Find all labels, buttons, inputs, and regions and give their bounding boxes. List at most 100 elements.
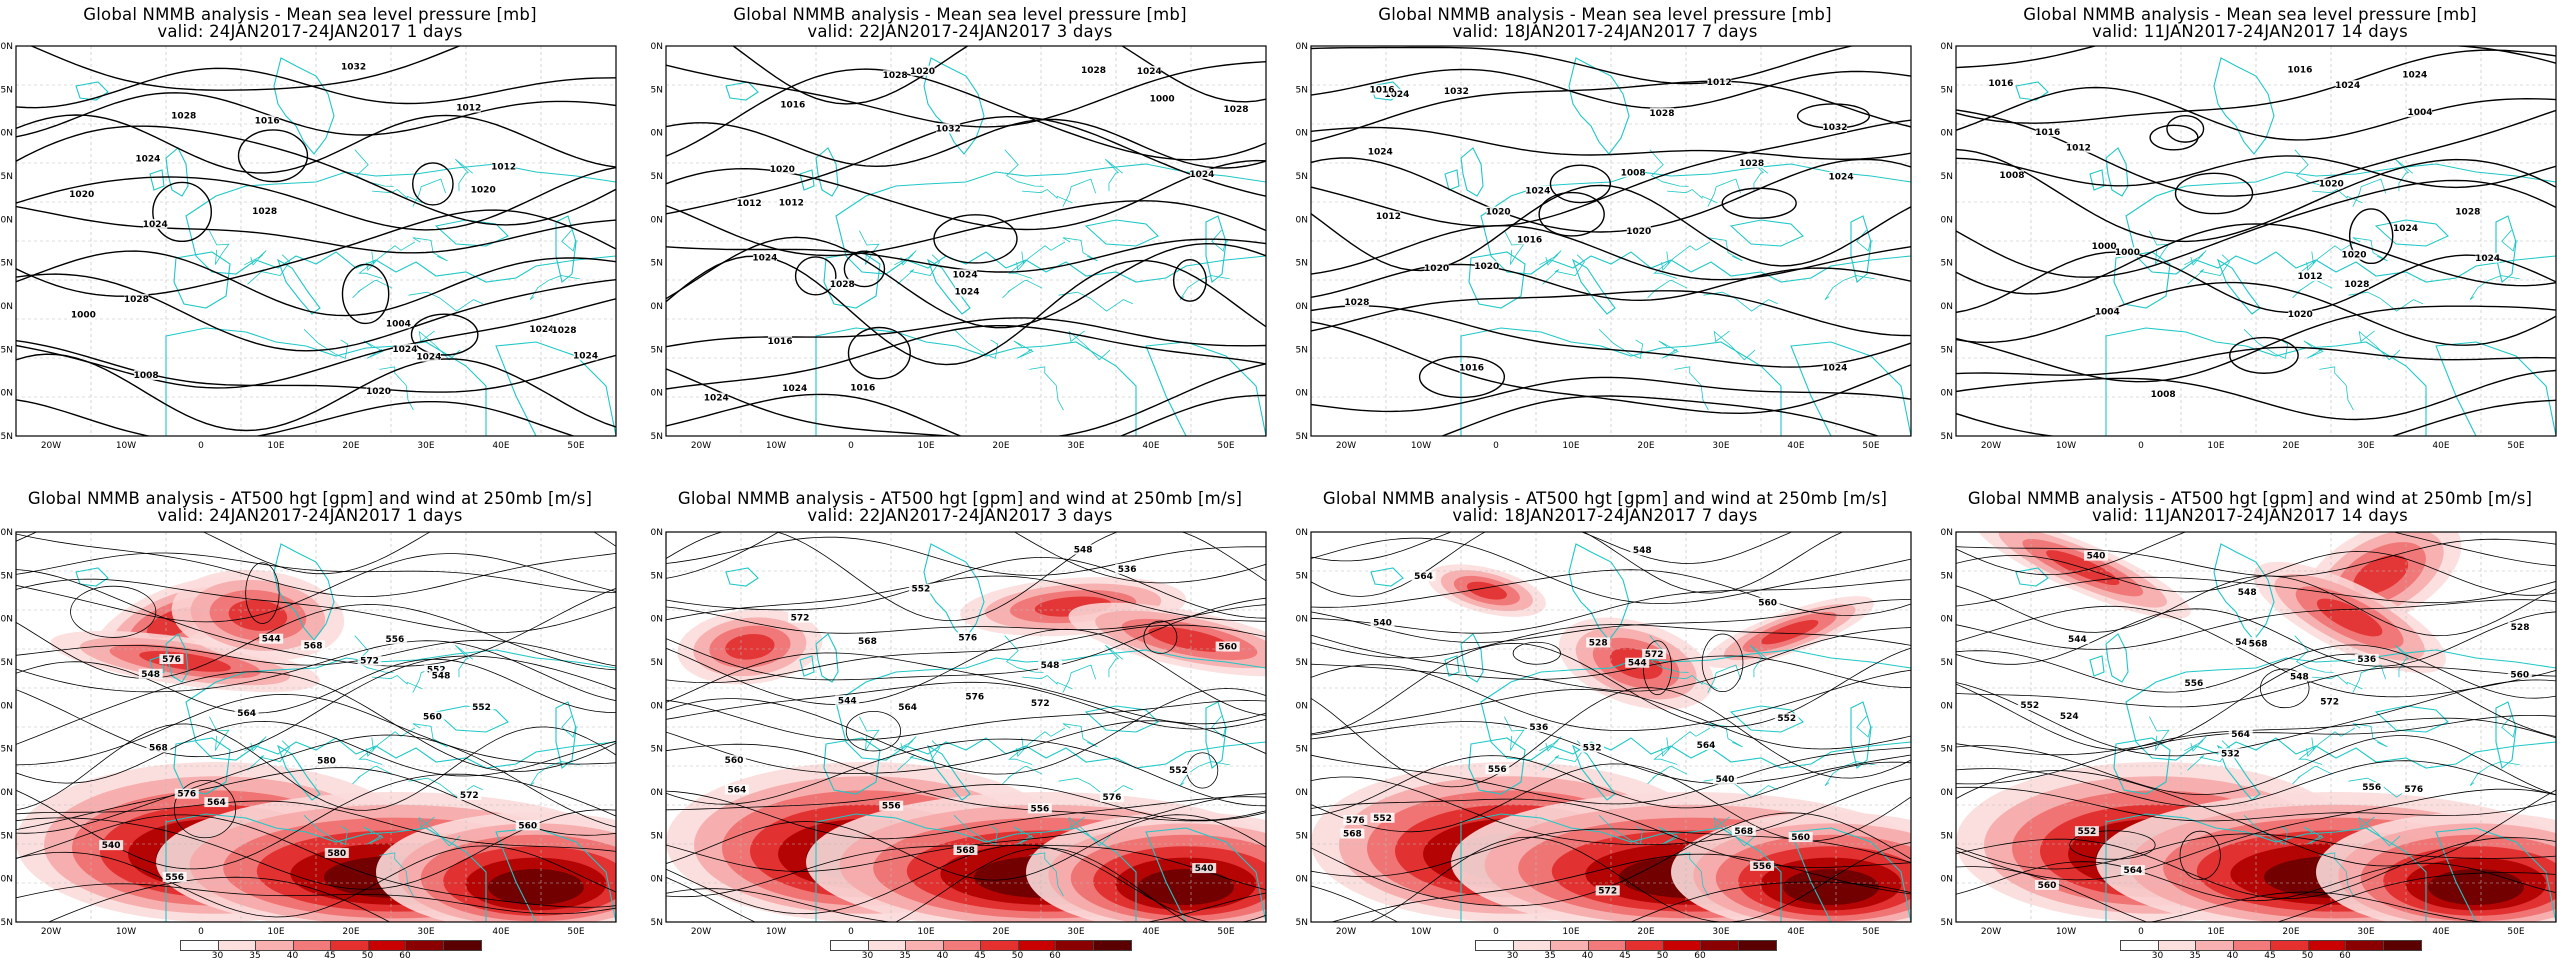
colorbar-swatch xyxy=(255,940,295,951)
lon-tick-label: 10W xyxy=(1411,441,1431,451)
isobar-line xyxy=(1956,86,2556,141)
wind-speed-shading xyxy=(725,633,775,660)
map-frame xyxy=(1310,45,1912,437)
border-segment xyxy=(1062,178,1096,207)
contour-label: 528 xyxy=(2508,621,2533,633)
border-segment xyxy=(2358,816,2401,847)
isobar-line xyxy=(1956,179,2556,278)
border-segment xyxy=(209,230,230,265)
lon-tick-label: 10W xyxy=(766,927,786,937)
svg-text:548: 548 xyxy=(2238,588,2257,598)
panel-title: Global NMMB analysis - AT500 hgt [gpm] a… xyxy=(0,490,620,524)
contour-label: 1016 xyxy=(1988,78,2013,89)
contour-label: 1012 xyxy=(2298,271,2323,282)
svg-text:1028: 1028 xyxy=(1223,105,1248,115)
contour-label: 560 xyxy=(515,820,540,831)
colorbar-swatch xyxy=(1055,940,1095,951)
svg-text:1020: 1020 xyxy=(69,190,94,200)
lon-tick-label: 0 xyxy=(198,927,204,937)
svg-text:1012: 1012 xyxy=(779,199,804,209)
svg-text:568: 568 xyxy=(858,637,877,647)
coastline-segment xyxy=(1460,813,1782,922)
svg-text:1012: 1012 xyxy=(2298,272,2323,282)
colorbar-label: 50 xyxy=(2301,951,2314,961)
contour-label: 1028 xyxy=(2344,279,2369,290)
isobar-line xyxy=(1311,537,1911,605)
contour-label: 540 xyxy=(1370,617,1395,628)
colorbar-label: 30 xyxy=(2151,951,2164,961)
lon-tick-label: 10W xyxy=(766,441,786,451)
lat-tick-label: 30N xyxy=(1940,389,1953,399)
isobar-line xyxy=(1311,624,1911,659)
svg-text:1024: 1024 xyxy=(573,351,598,361)
svg-text:1024: 1024 xyxy=(143,220,168,230)
border-segment xyxy=(2319,366,2354,411)
border-segment xyxy=(1002,766,1043,785)
border-segment xyxy=(2312,189,2363,204)
colorbar-swatch xyxy=(405,940,445,951)
svg-text:1000: 1000 xyxy=(1150,95,1175,105)
closed-contour xyxy=(2149,124,2199,151)
coastline-segment xyxy=(2105,813,2427,922)
lat-tick-label: 55N xyxy=(1295,172,1308,182)
svg-text:576: 576 xyxy=(1346,816,1365,826)
isobar-line xyxy=(16,569,616,667)
coastline-segment xyxy=(2015,81,2049,101)
svg-text:564: 564 xyxy=(2231,730,2250,740)
isobar-line xyxy=(16,578,616,634)
svg-text:548: 548 xyxy=(1041,661,1060,671)
svg-text:1024: 1024 xyxy=(955,288,980,298)
svg-text:1004: 1004 xyxy=(2095,308,2120,318)
contour-label: 576 xyxy=(174,788,199,800)
border-segment xyxy=(412,178,446,207)
contour-label: 564 xyxy=(1693,739,1718,751)
wind-colorbar: 30 35 40 45 50 60 xyxy=(810,940,1150,961)
contour-label: 544 xyxy=(835,695,860,706)
isobar-line xyxy=(16,640,616,702)
contour-label: 548 xyxy=(1071,544,1096,555)
closed-contour xyxy=(794,256,837,296)
svg-text:572: 572 xyxy=(1598,886,1617,896)
svg-text:552: 552 xyxy=(1169,766,1188,776)
svg-text:1028: 1028 xyxy=(171,111,196,121)
contour-label: 1004 xyxy=(2095,306,2120,318)
closed-contour xyxy=(1512,641,1561,665)
colorbar-swatch xyxy=(1017,940,1057,951)
closed-contour xyxy=(2260,668,2310,709)
svg-text:576: 576 xyxy=(958,633,977,643)
lon-tick-label: 20E xyxy=(342,441,359,451)
isobar-line xyxy=(666,536,1266,576)
svg-text:1028: 1028 xyxy=(830,280,855,290)
closed-contour xyxy=(847,326,911,380)
contour-label: 552 xyxy=(1774,713,1799,724)
svg-text:564: 564 xyxy=(727,786,746,796)
colorbar-label: 60 xyxy=(1694,951,1706,961)
isobar-line xyxy=(16,639,616,667)
closed-contour xyxy=(152,181,212,243)
isobar-line xyxy=(1956,679,2556,757)
isobar-line xyxy=(16,533,616,598)
lat-tick-label: 55N xyxy=(1940,658,1953,668)
border-segment xyxy=(2469,275,2520,301)
lon-tick-label: 30E xyxy=(1067,441,1084,451)
lat-tick-label: 65N xyxy=(0,571,13,581)
coastline-segment xyxy=(173,737,231,795)
isobar-line xyxy=(666,790,1266,840)
lat-tick-label: 35N xyxy=(650,831,663,841)
svg-text:1020: 1020 xyxy=(471,185,496,195)
border-segment xyxy=(412,723,448,748)
contour-label: 1008 xyxy=(134,369,159,381)
map-frame xyxy=(665,531,1267,923)
contour-label: 560 xyxy=(2507,669,2532,680)
border-segment xyxy=(455,644,474,678)
map-frame xyxy=(1310,531,1912,923)
map-frame xyxy=(15,45,617,437)
contour-label: 564 xyxy=(204,797,229,808)
border-segment xyxy=(1179,761,1230,787)
lat-tick-label: 35N xyxy=(650,345,663,355)
isobar-line xyxy=(1311,321,1911,415)
coastline-segment xyxy=(2213,57,2275,155)
lat-tick-label: 35N xyxy=(1295,345,1308,355)
svg-text:552: 552 xyxy=(912,585,931,595)
coastline-segment xyxy=(1850,215,1872,283)
